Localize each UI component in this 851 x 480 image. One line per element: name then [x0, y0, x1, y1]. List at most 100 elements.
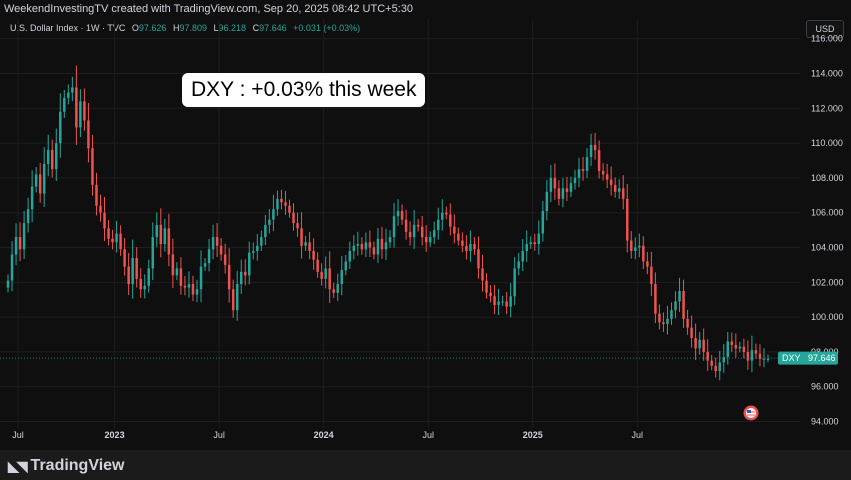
candle-body: [388, 237, 392, 243]
candle-body: [529, 242, 532, 245]
candle-body: [561, 188, 565, 199]
candle-body: [549, 177, 553, 192]
candle-body: [115, 233, 118, 243]
price-tick-label: 114.000: [811, 69, 843, 79]
candle-body: [83, 101, 86, 121]
price-tick-label: 96.000: [811, 382, 839, 392]
candle-body: [718, 362, 721, 372]
candle-body: [163, 228, 167, 245]
candle-body: [155, 224, 159, 238]
candle-body: [577, 169, 581, 178]
candle-body: [159, 224, 163, 245]
candle-body: [239, 271, 243, 285]
candle-body: [613, 184, 617, 192]
weekly-change-callout: DXY : +0.03% this week: [182, 73, 426, 107]
candle-body: [143, 285, 146, 290]
candle-body: [481, 268, 484, 281]
candle-body: [626, 198, 629, 241]
candle-body: [597, 150, 601, 171]
candle-body: [332, 289, 335, 293]
candle-body: [646, 261, 649, 267]
candle-body: [686, 318, 689, 328]
candle-body: [75, 87, 78, 128]
candle-body: [553, 177, 557, 189]
candle-body: [256, 245, 259, 251]
candle-body: [260, 237, 263, 246]
candle-body: [59, 111, 62, 144]
candle-body: [762, 358, 766, 360]
candle-body: [513, 268, 516, 297]
candle-body: [231, 289, 235, 311]
footer-bar: [0, 450, 851, 480]
candle-body: [368, 242, 372, 248]
candle-body: [742, 346, 746, 352]
candle-body: [726, 341, 730, 358]
candle-body: [710, 360, 713, 366]
price-tick-label: 106.000: [811, 208, 844, 218]
tradingview-logo-text: TradingView: [30, 457, 125, 474]
candle-body: [581, 169, 585, 171]
candle-body: [750, 350, 754, 361]
candle-body: [352, 245, 356, 251]
candle-body: [38, 174, 42, 194]
candle-body: [79, 101, 82, 128]
candle-body: [384, 242, 388, 250]
currency-button[interactable]: USD: [806, 20, 844, 38]
candle-body: [248, 252, 251, 276]
candle-body: [272, 209, 275, 220]
candle-body: [428, 237, 432, 243]
candle-body: [264, 224, 267, 238]
candle-body: [103, 212, 106, 229]
candle-body: [223, 254, 227, 265]
candle-body: [63, 97, 66, 112]
candle-body: [638, 245, 641, 248]
candle-body: [746, 351, 750, 361]
candle-body: [99, 205, 102, 213]
candle-body: [320, 271, 323, 279]
candle-body: [690, 327, 693, 338]
time-tick-label: Jul: [213, 430, 225, 440]
candlestick-chart[interactable]: 94.00096.00098.000100.000102.000104.0001…: [0, 0, 851, 450]
legend-high-value: 97.809: [179, 23, 207, 33]
candle-body: [449, 214, 452, 227]
candle-body: [485, 280, 488, 293]
candle-body: [698, 339, 701, 349]
candle-body: [605, 174, 609, 180]
candle-body: [127, 266, 130, 285]
legend-close-key: C: [252, 23, 260, 33]
candle-body: [55, 143, 58, 170]
candle-body: [167, 228, 171, 255]
us-flag-icon[interactable]: [743, 405, 759, 421]
legend-close-value: 97.646: [259, 23, 287, 33]
candle-body: [730, 341, 734, 345]
candle-body: [119, 233, 122, 250]
candle-body: [666, 318, 669, 325]
candle-body: [545, 191, 549, 211]
tradingview-logo[interactable]: ◣◥ TradingView: [8, 457, 125, 475]
time-tick-label: Jul: [632, 430, 644, 440]
candle-body: [376, 238, 380, 255]
candle-body: [284, 202, 287, 206]
candle-body: [71, 87, 74, 93]
candle-body: [416, 224, 420, 227]
candle-body: [296, 223, 299, 229]
candle-body: [42, 163, 46, 194]
candle-body: [758, 353, 762, 359]
candle-body: [139, 278, 142, 290]
candle-body: [14, 237, 18, 255]
candle-body: [473, 244, 476, 250]
candle-body: [336, 284, 339, 293]
candle-body: [34, 174, 38, 187]
symbol-legend: U.S. Dollar Index · 1W · TVC O97.626 H97…: [10, 23, 360, 33]
candle-body: [569, 183, 573, 192]
candle-body: [30, 186, 34, 210]
candle-body: [585, 157, 589, 171]
candle-body: [642, 245, 645, 262]
candle-body: [670, 310, 673, 319]
candle-body: [288, 205, 291, 213]
candle-body: [489, 292, 492, 297]
price-tick-label: 112.000: [811, 103, 843, 113]
legend-change-value: +0.031 (+0.03%): [293, 23, 361, 33]
legend-symbol[interactable]: U.S. Dollar Index · 1W · TVC: [10, 23, 126, 33]
candle-body: [227, 264, 231, 290]
